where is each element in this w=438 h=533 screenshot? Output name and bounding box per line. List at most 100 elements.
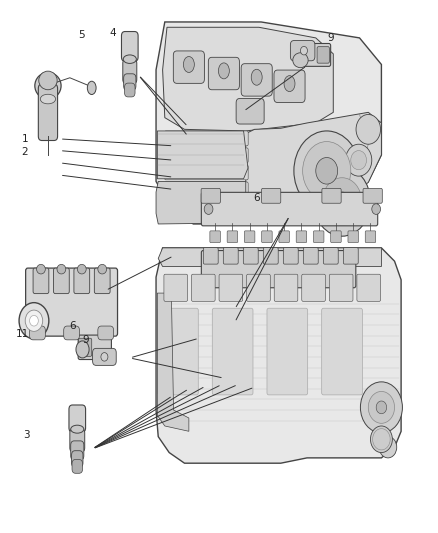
FancyBboxPatch shape [226,231,237,243]
FancyBboxPatch shape [38,84,57,141]
FancyBboxPatch shape [330,231,340,243]
Polygon shape [155,22,381,224]
FancyBboxPatch shape [98,326,113,340]
FancyBboxPatch shape [301,274,325,301]
FancyBboxPatch shape [123,59,137,84]
Text: 5: 5 [78,30,85,41]
Polygon shape [155,248,400,463]
FancyBboxPatch shape [64,326,79,340]
Ellipse shape [218,63,229,79]
Circle shape [345,144,371,176]
FancyBboxPatch shape [124,74,136,90]
Text: 4: 4 [109,28,115,38]
FancyBboxPatch shape [164,148,247,163]
Ellipse shape [77,264,86,274]
Circle shape [293,131,359,211]
Polygon shape [245,112,381,224]
Circle shape [29,316,38,326]
FancyBboxPatch shape [261,188,280,203]
FancyBboxPatch shape [212,308,252,395]
FancyBboxPatch shape [300,44,330,66]
Ellipse shape [292,53,307,68]
FancyBboxPatch shape [356,274,380,301]
FancyBboxPatch shape [290,41,314,61]
FancyBboxPatch shape [203,248,218,264]
FancyBboxPatch shape [313,231,323,243]
FancyBboxPatch shape [316,47,328,63]
FancyBboxPatch shape [53,268,69,294]
FancyBboxPatch shape [78,338,92,357]
FancyBboxPatch shape [33,268,49,294]
FancyBboxPatch shape [92,349,116,366]
FancyBboxPatch shape [278,231,289,243]
FancyBboxPatch shape [164,165,247,180]
Ellipse shape [39,71,57,90]
Text: 6: 6 [253,193,259,204]
FancyBboxPatch shape [72,459,82,473]
Ellipse shape [36,264,45,274]
FancyBboxPatch shape [219,274,242,301]
Circle shape [355,115,380,144]
Circle shape [360,382,402,433]
FancyBboxPatch shape [273,70,304,102]
Circle shape [101,353,108,361]
FancyBboxPatch shape [201,188,220,203]
Ellipse shape [183,56,194,72]
Ellipse shape [87,81,96,94]
Polygon shape [162,27,332,131]
FancyBboxPatch shape [191,274,215,301]
Circle shape [19,303,49,339]
FancyBboxPatch shape [364,231,375,243]
Ellipse shape [76,341,89,358]
Ellipse shape [35,72,61,99]
FancyBboxPatch shape [208,58,239,90]
Ellipse shape [123,55,136,63]
FancyBboxPatch shape [246,274,270,301]
FancyBboxPatch shape [209,231,220,243]
Ellipse shape [283,76,294,92]
FancyBboxPatch shape [163,274,187,301]
Polygon shape [157,131,247,179]
FancyBboxPatch shape [78,335,111,360]
FancyBboxPatch shape [347,231,358,243]
Circle shape [204,204,212,214]
FancyBboxPatch shape [236,99,264,124]
FancyBboxPatch shape [173,51,204,83]
Circle shape [378,437,396,458]
Circle shape [350,151,366,169]
FancyBboxPatch shape [25,268,117,336]
FancyBboxPatch shape [243,248,258,264]
Ellipse shape [57,264,66,274]
FancyBboxPatch shape [296,231,306,243]
Ellipse shape [251,69,261,85]
Circle shape [367,391,394,423]
Circle shape [315,158,337,184]
Text: 11: 11 [16,329,29,339]
Circle shape [25,310,42,332]
Text: 1: 1 [21,134,28,144]
Circle shape [333,192,349,211]
FancyBboxPatch shape [261,231,272,243]
Circle shape [313,167,370,236]
FancyBboxPatch shape [124,83,135,97]
Text: 3: 3 [23,430,29,440]
FancyBboxPatch shape [283,248,297,264]
Ellipse shape [40,94,56,104]
FancyBboxPatch shape [303,248,318,264]
Circle shape [321,177,361,225]
Ellipse shape [98,264,106,274]
FancyBboxPatch shape [70,429,85,452]
FancyBboxPatch shape [362,188,381,203]
FancyBboxPatch shape [71,451,83,467]
FancyBboxPatch shape [29,326,45,340]
FancyBboxPatch shape [343,248,357,264]
FancyBboxPatch shape [74,268,89,294]
FancyBboxPatch shape [263,248,278,264]
FancyBboxPatch shape [69,405,85,432]
Polygon shape [157,293,188,431]
FancyBboxPatch shape [94,268,110,294]
FancyBboxPatch shape [164,182,247,197]
Circle shape [370,426,392,453]
FancyBboxPatch shape [321,188,340,203]
Circle shape [300,46,307,55]
